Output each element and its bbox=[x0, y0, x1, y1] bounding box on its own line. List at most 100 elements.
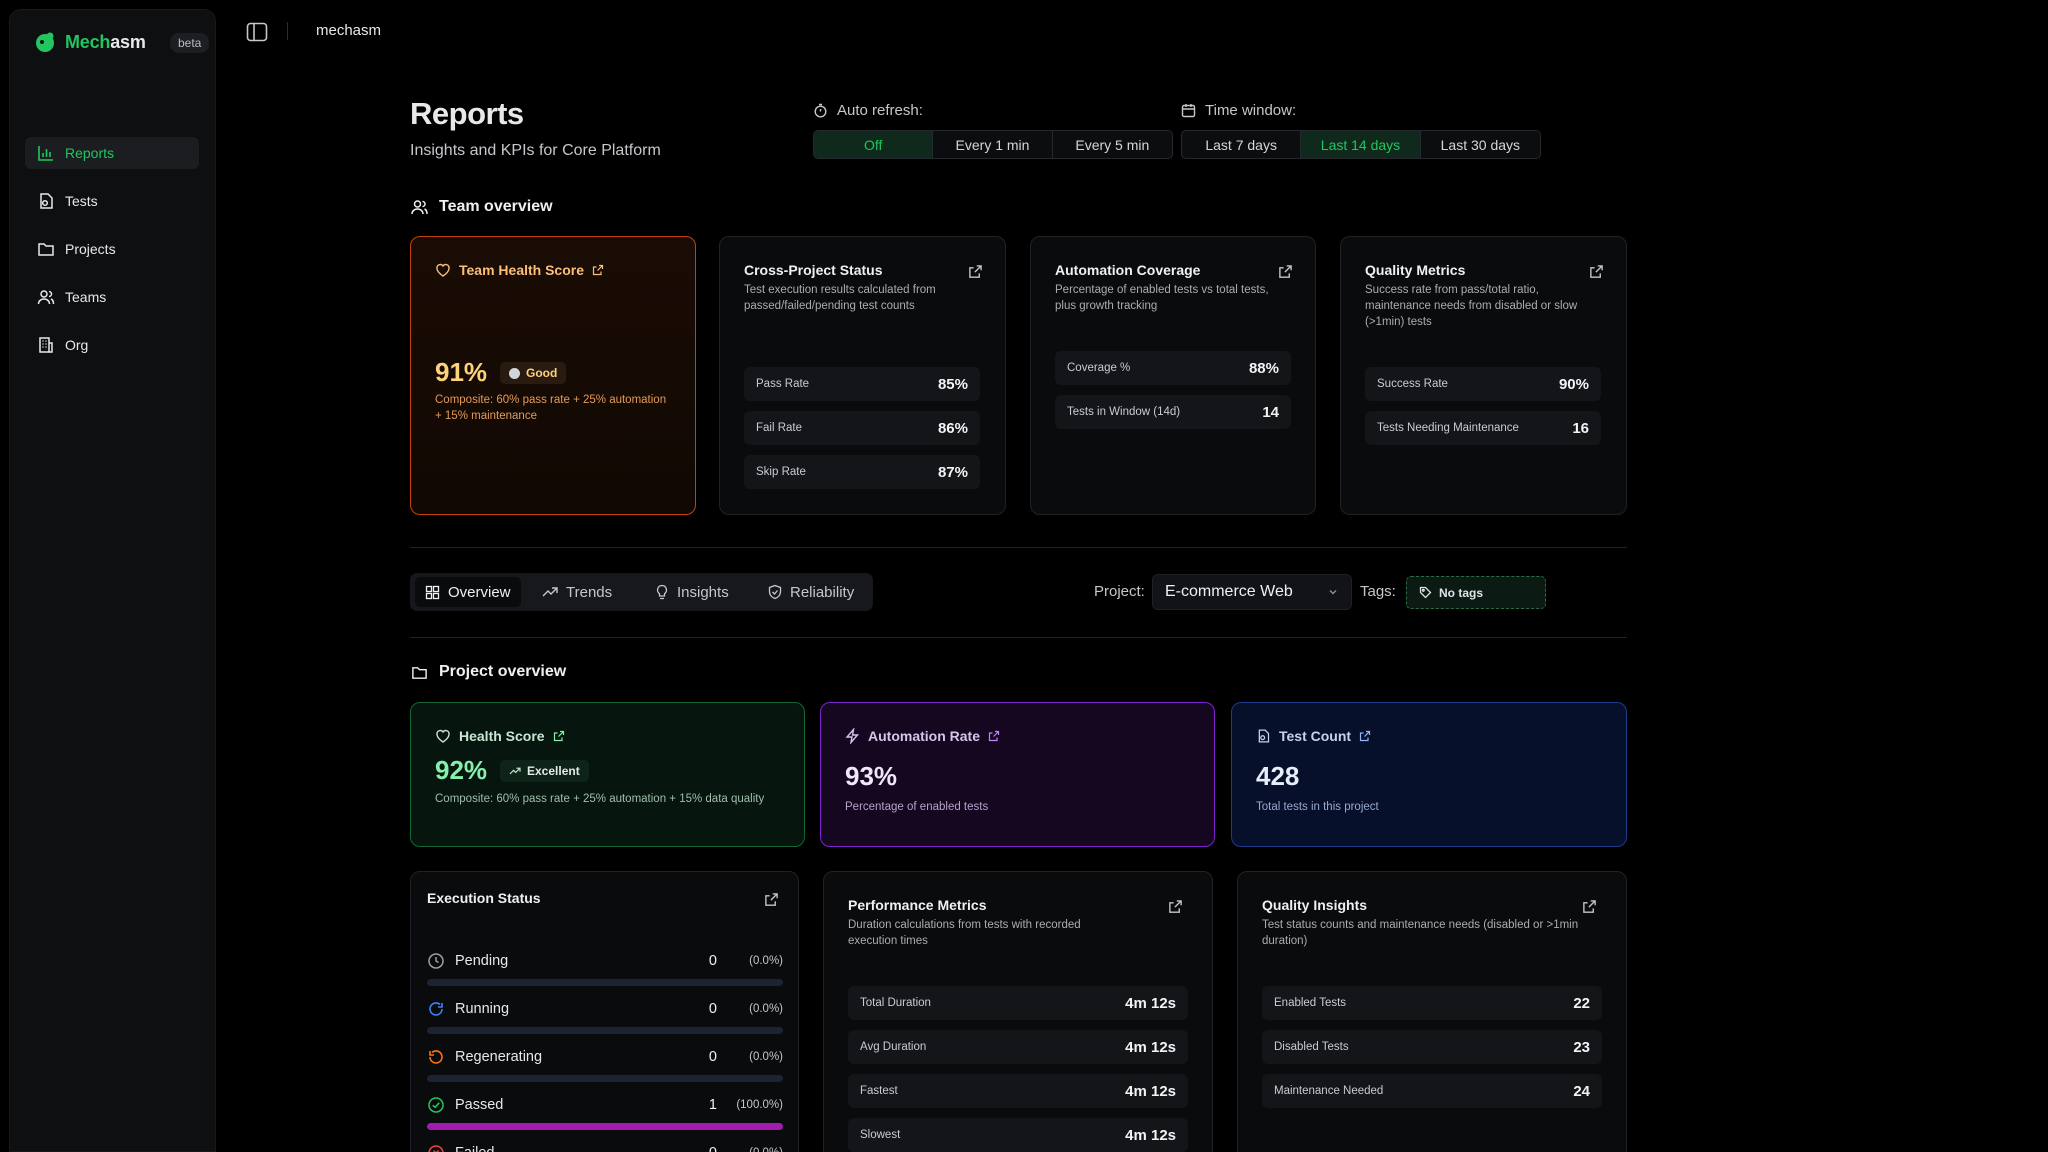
team-health-value: 91% bbox=[435, 357, 488, 387]
metric-row: Pass Rate 85% bbox=[744, 367, 980, 401]
metric-row: Avg Duration 4m 12s bbox=[848, 1030, 1188, 1064]
automation-rate-title[interactable]: Automation Rate bbox=[845, 728, 1000, 744]
brand-name: Mechasm bbox=[65, 31, 146, 52]
status-label: Passed bbox=[455, 1097, 504, 1113]
team-health-desc: Composite: 60% pass rate + 25% automatio… bbox=[435, 394, 667, 422]
bar-chart-icon bbox=[38, 146, 53, 161]
time-window-7d[interactable]: Last 7 days bbox=[1182, 131, 1302, 158]
clock-icon bbox=[428, 953, 444, 969]
card-desc: Success rate from pass/total ratio, main… bbox=[1365, 284, 1578, 328]
metric-row: Disabled Tests 23 bbox=[1262, 1030, 1602, 1064]
card-desc: Duration calculations from tests with re… bbox=[848, 919, 1081, 947]
metric-row: Coverage % 88% bbox=[1055, 351, 1291, 385]
workspace-name: mechasm bbox=[316, 22, 382, 39]
sidebar-item-reports[interactable]: Reports bbox=[25, 137, 199, 169]
auto-refresh-off[interactable]: Off bbox=[814, 131, 934, 158]
tag-icon bbox=[1419, 586, 1432, 599]
metric-row: Slowest 4m 12s bbox=[848, 1118, 1188, 1152]
sidebar-toggle-button[interactable] bbox=[246, 22, 268, 42]
folder-icon bbox=[38, 243, 54, 256]
timer-icon bbox=[814, 103, 827, 118]
status-percent: (0.0%) bbox=[749, 1051, 783, 1063]
card-title: Automation Coverage bbox=[1055, 262, 1201, 278]
page-subtitle: Insights and KPIs for Core Platform bbox=[410, 142, 661, 159]
card-title: Performance Metrics bbox=[848, 897, 987, 913]
auto-refresh-selector: Off Every 1 min Every 5 min bbox=[813, 130, 1173, 159]
tab-trends[interactable]: Trends bbox=[532, 577, 622, 607]
automation-rate-desc: Percentage of enabled tests bbox=[845, 801, 989, 813]
brand-logo[interactable]: Mechasm bbox=[34, 31, 146, 53]
external-link-icon[interactable] bbox=[1168, 899, 1183, 914]
time-window-30d[interactable]: Last 30 days bbox=[1440, 136, 1521, 153]
health-score-value: 92% bbox=[435, 755, 488, 785]
sidebar-item-projects[interactable]: Projects bbox=[25, 233, 199, 265]
metric-row: Fastest 4m 12s bbox=[848, 1074, 1188, 1108]
sidebar-item-teams[interactable]: Teams bbox=[25, 281, 199, 313]
sidebar-item-org[interactable]: Org bbox=[25, 329, 199, 361]
status-count: 0 bbox=[708, 1049, 717, 1065]
test-count-card: Test Count 428 Total tests in this proje… bbox=[1231, 702, 1627, 847]
status-percent: (100.0%) bbox=[736, 1099, 783, 1111]
sidebar-item-label: Projects bbox=[65, 241, 116, 257]
lightbulb-icon bbox=[656, 584, 668, 600]
status-progress-bar bbox=[427, 1075, 783, 1082]
chevron-down-icon bbox=[1329, 590, 1337, 595]
status-count: 0 bbox=[708, 953, 717, 969]
tags-filter-button[interactable]: No tags bbox=[1406, 576, 1546, 609]
sidebar: Mechasm beta Reports Tests Projects Team… bbox=[9, 9, 216, 1152]
test-count-title[interactable]: Test Count bbox=[1256, 728, 1371, 744]
external-link-icon[interactable] bbox=[764, 892, 779, 907]
project-overview-heading: Project overview bbox=[410, 663, 566, 681]
metric-row: Enabled Tests 22 bbox=[1262, 986, 1602, 1020]
test-file-icon bbox=[40, 193, 53, 209]
status-progress-bar bbox=[427, 1123, 783, 1130]
execution-status-card: Execution Status bbox=[410, 871, 799, 1152]
external-link-icon[interactable] bbox=[1278, 264, 1293, 279]
time-window-14d[interactable]: Last 14 days bbox=[1301, 131, 1421, 158]
users-icon bbox=[37, 290, 55, 305]
heart-icon bbox=[436, 729, 450, 743]
rotate-icon bbox=[429, 1050, 443, 1064]
page-title: Reports bbox=[410, 96, 524, 131]
project-select[interactable]: E-commerce Web bbox=[1152, 574, 1352, 610]
tab-overview[interactable]: Overview bbox=[415, 577, 521, 607]
status-percent: (0.0%) bbox=[749, 1003, 783, 1015]
divider bbox=[410, 547, 1627, 548]
card-desc: Percentage of enabled tests vs total tes… bbox=[1055, 284, 1269, 312]
refresh-icon bbox=[429, 1002, 443, 1016]
check-circle-icon bbox=[428, 1097, 444, 1113]
automation-coverage-card: Automation Coverage Percentage of enable… bbox=[1030, 236, 1316, 515]
external-link-icon[interactable] bbox=[1582, 899, 1597, 914]
team-health-title[interactable]: Team Health Score bbox=[435, 262, 604, 278]
auto-refresh-5min[interactable]: Every 5 min bbox=[1075, 136, 1150, 153]
external-link-icon[interactable] bbox=[1589, 264, 1604, 279]
tab-insights[interactable]: Insights bbox=[645, 577, 739, 607]
auto-refresh-1min[interactable]: Every 1 min bbox=[933, 131, 1053, 158]
external-link-icon bbox=[1359, 730, 1371, 742]
report-tabs: Overview Trends Insights Reliability bbox=[410, 573, 873, 611]
tags-label: Tags: bbox=[1360, 583, 1396, 600]
status-count: 0 bbox=[708, 1001, 717, 1017]
status-progress-bar bbox=[427, 1027, 783, 1034]
tab-reliability[interactable]: Reliability bbox=[758, 577, 864, 607]
topbar-divider bbox=[287, 22, 288, 40]
status-dot-icon bbox=[509, 367, 520, 379]
external-link-icon[interactable] bbox=[968, 264, 983, 279]
status-badge: Excellent bbox=[500, 760, 589, 782]
metric-row: Success Rate 90% bbox=[1365, 367, 1601, 401]
status-progress-fill bbox=[427, 1123, 783, 1130]
sidebar-item-tests[interactable]: Tests bbox=[25, 185, 199, 217]
sidebar-item-label: Teams bbox=[65, 289, 107, 305]
users-icon bbox=[411, 200, 428, 215]
external-link-icon bbox=[592, 264, 604, 276]
card-desc: Test execution results calculated from p… bbox=[744, 284, 936, 312]
status-progress-bar bbox=[427, 979, 783, 986]
status-label: Running bbox=[455, 1001, 510, 1017]
x-circle-icon bbox=[428, 1145, 444, 1152]
team-health-card: Team Health Score 91% Good Composite: 60… bbox=[410, 236, 696, 515]
status-label: Regenerating bbox=[455, 1049, 543, 1065]
health-score-title[interactable]: Health Score bbox=[435, 728, 565, 744]
status-count: 0 bbox=[709, 1145, 717, 1152]
shield-check-icon bbox=[768, 584, 782, 600]
status-percent: (0.0%) bbox=[749, 955, 783, 967]
